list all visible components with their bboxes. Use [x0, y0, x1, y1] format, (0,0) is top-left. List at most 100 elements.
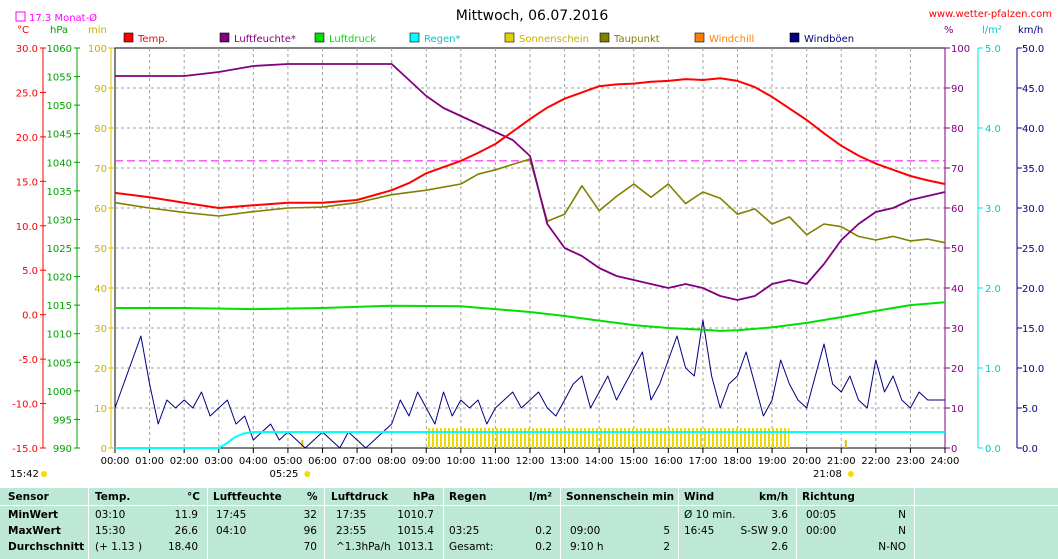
header-humidity: Luftfeuchte [213, 491, 282, 503]
temp-tick-label: 5.0 [22, 266, 38, 277]
stats-cell-sun-val: 5 [663, 525, 670, 537]
time-tick-label: 22:00 [861, 456, 890, 467]
wind-tick-label: 0.0 [1022, 444, 1038, 455]
pressure-tick-label: 1000 [47, 387, 72, 398]
temp-tick-label: 15.0 [16, 177, 38, 188]
wind-tick-label: 50.0 [1022, 44, 1044, 55]
sun-tick-label: 60 [94, 204, 107, 215]
time-tick-label: 07:00 [343, 456, 372, 467]
time-tick-label: 15:00 [619, 456, 648, 467]
stats-cell-temp-val: 18.40 [167, 541, 198, 553]
time-tick-label: 23:00 [896, 456, 925, 467]
time-tick-label: 19:00 [758, 456, 787, 467]
temp-tick-label: 25.0 [16, 88, 38, 99]
legend-label: Luftdruck [329, 34, 376, 45]
stats-col-divider [324, 488, 325, 559]
pressure-tick-label: 995 [53, 415, 72, 426]
time-tick-label: 21:00 [827, 456, 856, 467]
header-temp-unit: °C [187, 491, 200, 503]
stats-cell-press-time: ^1.3hPa/h [336, 541, 391, 553]
time-tick-label: 16:00 [654, 456, 683, 467]
stats-cell-rain-time: 03:25 [449, 525, 480, 537]
legend-swatch [599, 32, 610, 43]
temp-tick-label: 30.0 [16, 44, 38, 55]
sun-tick-label: 90 [94, 84, 107, 95]
time-tick-label: 17:00 [689, 456, 718, 467]
stats-cell-dir-val: N [898, 525, 906, 537]
wind-tick-label: 15.0 [1022, 324, 1044, 335]
humidity-tick-label: 10 [951, 404, 964, 415]
stats-cell-sun-time: 9:10 h [570, 541, 604, 553]
stats-cell-hum-val: 32 [303, 509, 317, 521]
stats-cell-wind-val: 2.6 [771, 541, 788, 553]
stats-cell-press-time: 17:35 [336, 509, 367, 521]
temp-unit-label: °C [17, 25, 29, 36]
sunset-icon [847, 471, 854, 477]
stats-cell-temp-val: 11.9 [174, 509, 198, 521]
legend-label: Sonnenschein [519, 34, 589, 45]
time-tick-label: 24:00 [931, 456, 960, 467]
time-tick-label: 09:00 [412, 456, 441, 467]
header-humidity-unit: % [307, 491, 318, 503]
series-humidity [115, 63, 946, 301]
sun-tick-label: 80 [94, 124, 107, 135]
header-pressure: Luftdruck [331, 491, 389, 503]
humidity-tick-label: 50 [951, 244, 964, 255]
stats-divider [0, 505, 1058, 506]
sunset-label: 21:08 [813, 469, 842, 480]
pressure-tick-label: 1005 [47, 358, 72, 369]
stats-cell-press-val: 1015.4 [397, 525, 434, 537]
current-time-label: 15:42 [10, 469, 39, 480]
stats-cell-dir-time: 00:00 [806, 525, 837, 537]
time-tick-label: 06:00 [308, 456, 337, 467]
website-label: www.wetter-pfalzen.com [929, 9, 1052, 20]
stats-cell-dir-val: N [898, 509, 906, 521]
wind-unit-label: km/h [1018, 25, 1043, 36]
time-tick-label: 13:00 [550, 456, 579, 467]
sun-tick-label: 30 [94, 324, 107, 335]
monthly-avg-label: 17.3 Monat-Ø [29, 12, 97, 24]
header-rain: Regen [449, 491, 487, 503]
time-tick-label: 03:00 [204, 456, 233, 467]
legend-swatch [123, 32, 134, 43]
monthly-avg-icon [15, 11, 26, 22]
stats-col-divider [88, 488, 89, 559]
stats-cell-hum-time: 04:10 [216, 525, 247, 537]
pressure-tick-label: 1015 [47, 301, 72, 312]
time-tick-label: 08:00 [377, 456, 406, 467]
rain-tick-label: 2.0 [985, 284, 1001, 295]
stats-cell-hum-val: 70 [303, 541, 317, 553]
pressure-tick-label: 1035 [47, 187, 72, 198]
pressure-tick-label: 1020 [47, 273, 72, 284]
stats-cell-wind-time: 16:45 [684, 525, 715, 537]
wind-tick-label: 10.0 [1022, 364, 1044, 375]
sun-tick-label: 100 [88, 44, 107, 55]
header-direction: Richtung [802, 491, 855, 503]
legend-label: Windchill [709, 34, 754, 45]
series-rain [115, 431, 945, 449]
humidity-tick-label: 70 [951, 164, 964, 175]
wind-tick-label: 35.0 [1022, 164, 1044, 175]
stats-cell-rain-val: 0.2 [535, 541, 552, 553]
stats-cell-temp-time: 03:10 [95, 509, 126, 521]
header-wind: Wind [684, 491, 715, 503]
time-tick-label: 01:00 [135, 456, 164, 467]
rain-tick-label: 3.0 [985, 204, 1001, 215]
stats-cell-wind-val: 3.6 [771, 509, 788, 521]
stats-cell-rain-val: 0.2 [535, 525, 552, 537]
sun-tick-label: 0 [101, 444, 107, 455]
humidity-tick-label: 60 [951, 204, 964, 215]
rain-tick-label: 1.0 [985, 364, 1001, 375]
time-tick-label: 14:00 [585, 456, 614, 467]
stats-cell-temp-val: 26.6 [174, 525, 198, 537]
time-tick-label: 10:00 [446, 456, 475, 467]
pressure-tick-label: 1025 [47, 244, 72, 255]
stats-cell-press-val: 1013.1 [397, 541, 434, 553]
legend-swatch [789, 32, 800, 43]
humidity-tick-label: 100 [951, 44, 970, 55]
wind-tick-label: 40.0 [1022, 124, 1044, 135]
header-rain-unit: l/m² [529, 491, 552, 503]
time-tick-label: 04:00 [239, 456, 268, 467]
header-sunshine: Sonnenschein min [566, 491, 675, 503]
